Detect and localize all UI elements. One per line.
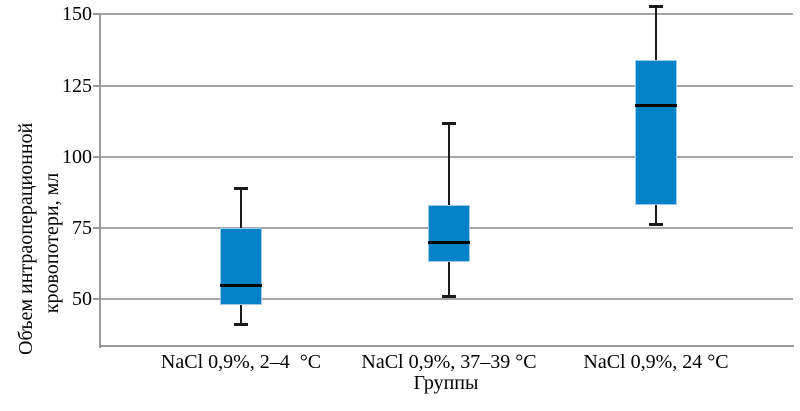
y-tick-label: 150 — [62, 3, 92, 26]
whisker-cap-high — [234, 187, 249, 191]
gridline — [100, 155, 793, 158]
whisker-cap-low — [234, 323, 249, 327]
plot-area — [100, 0, 793, 345]
y-tick-label: 100 — [62, 145, 92, 168]
gridline — [100, 84, 793, 87]
y-tick-mark — [93, 298, 100, 301]
y-tick-label: 75 — [72, 217, 92, 240]
y-tick-mark — [93, 84, 100, 87]
x-category-label: NaCl 0,9%, 24 °C — [583, 351, 729, 373]
x-category-label: NaCl 0,9%, 2–4 °C — [160, 351, 322, 373]
y-tick-mark — [93, 155, 100, 158]
whisker-cap-high — [441, 121, 456, 125]
gridline — [100, 298, 793, 301]
y-tick-mark — [93, 13, 100, 16]
y-tick-label: 125 — [62, 74, 92, 97]
box-plot-median — [634, 104, 677, 107]
y-tick-mark — [93, 227, 100, 230]
y-axis-title-line1: Объем интраоперационной — [15, 122, 37, 355]
box-plot-median — [220, 284, 263, 287]
gridline — [100, 13, 793, 16]
y-tick-label: 50 — [72, 288, 92, 311]
box-plot-median — [427, 241, 470, 244]
x-axis-line — [99, 345, 794, 347]
x-category-label: NaCl 0,9%, 37–39 °C — [361, 351, 537, 373]
whisker-cap-low — [441, 294, 456, 298]
y-axis-line — [99, 14, 101, 348]
box-plot-box — [220, 228, 263, 306]
box-plot-box — [634, 59, 677, 206]
box-plot-box — [427, 205, 470, 263]
whisker-cap-low — [648, 223, 663, 227]
whisker-cap-high — [648, 4, 663, 8]
x-axis-title: Группы — [413, 372, 479, 394]
